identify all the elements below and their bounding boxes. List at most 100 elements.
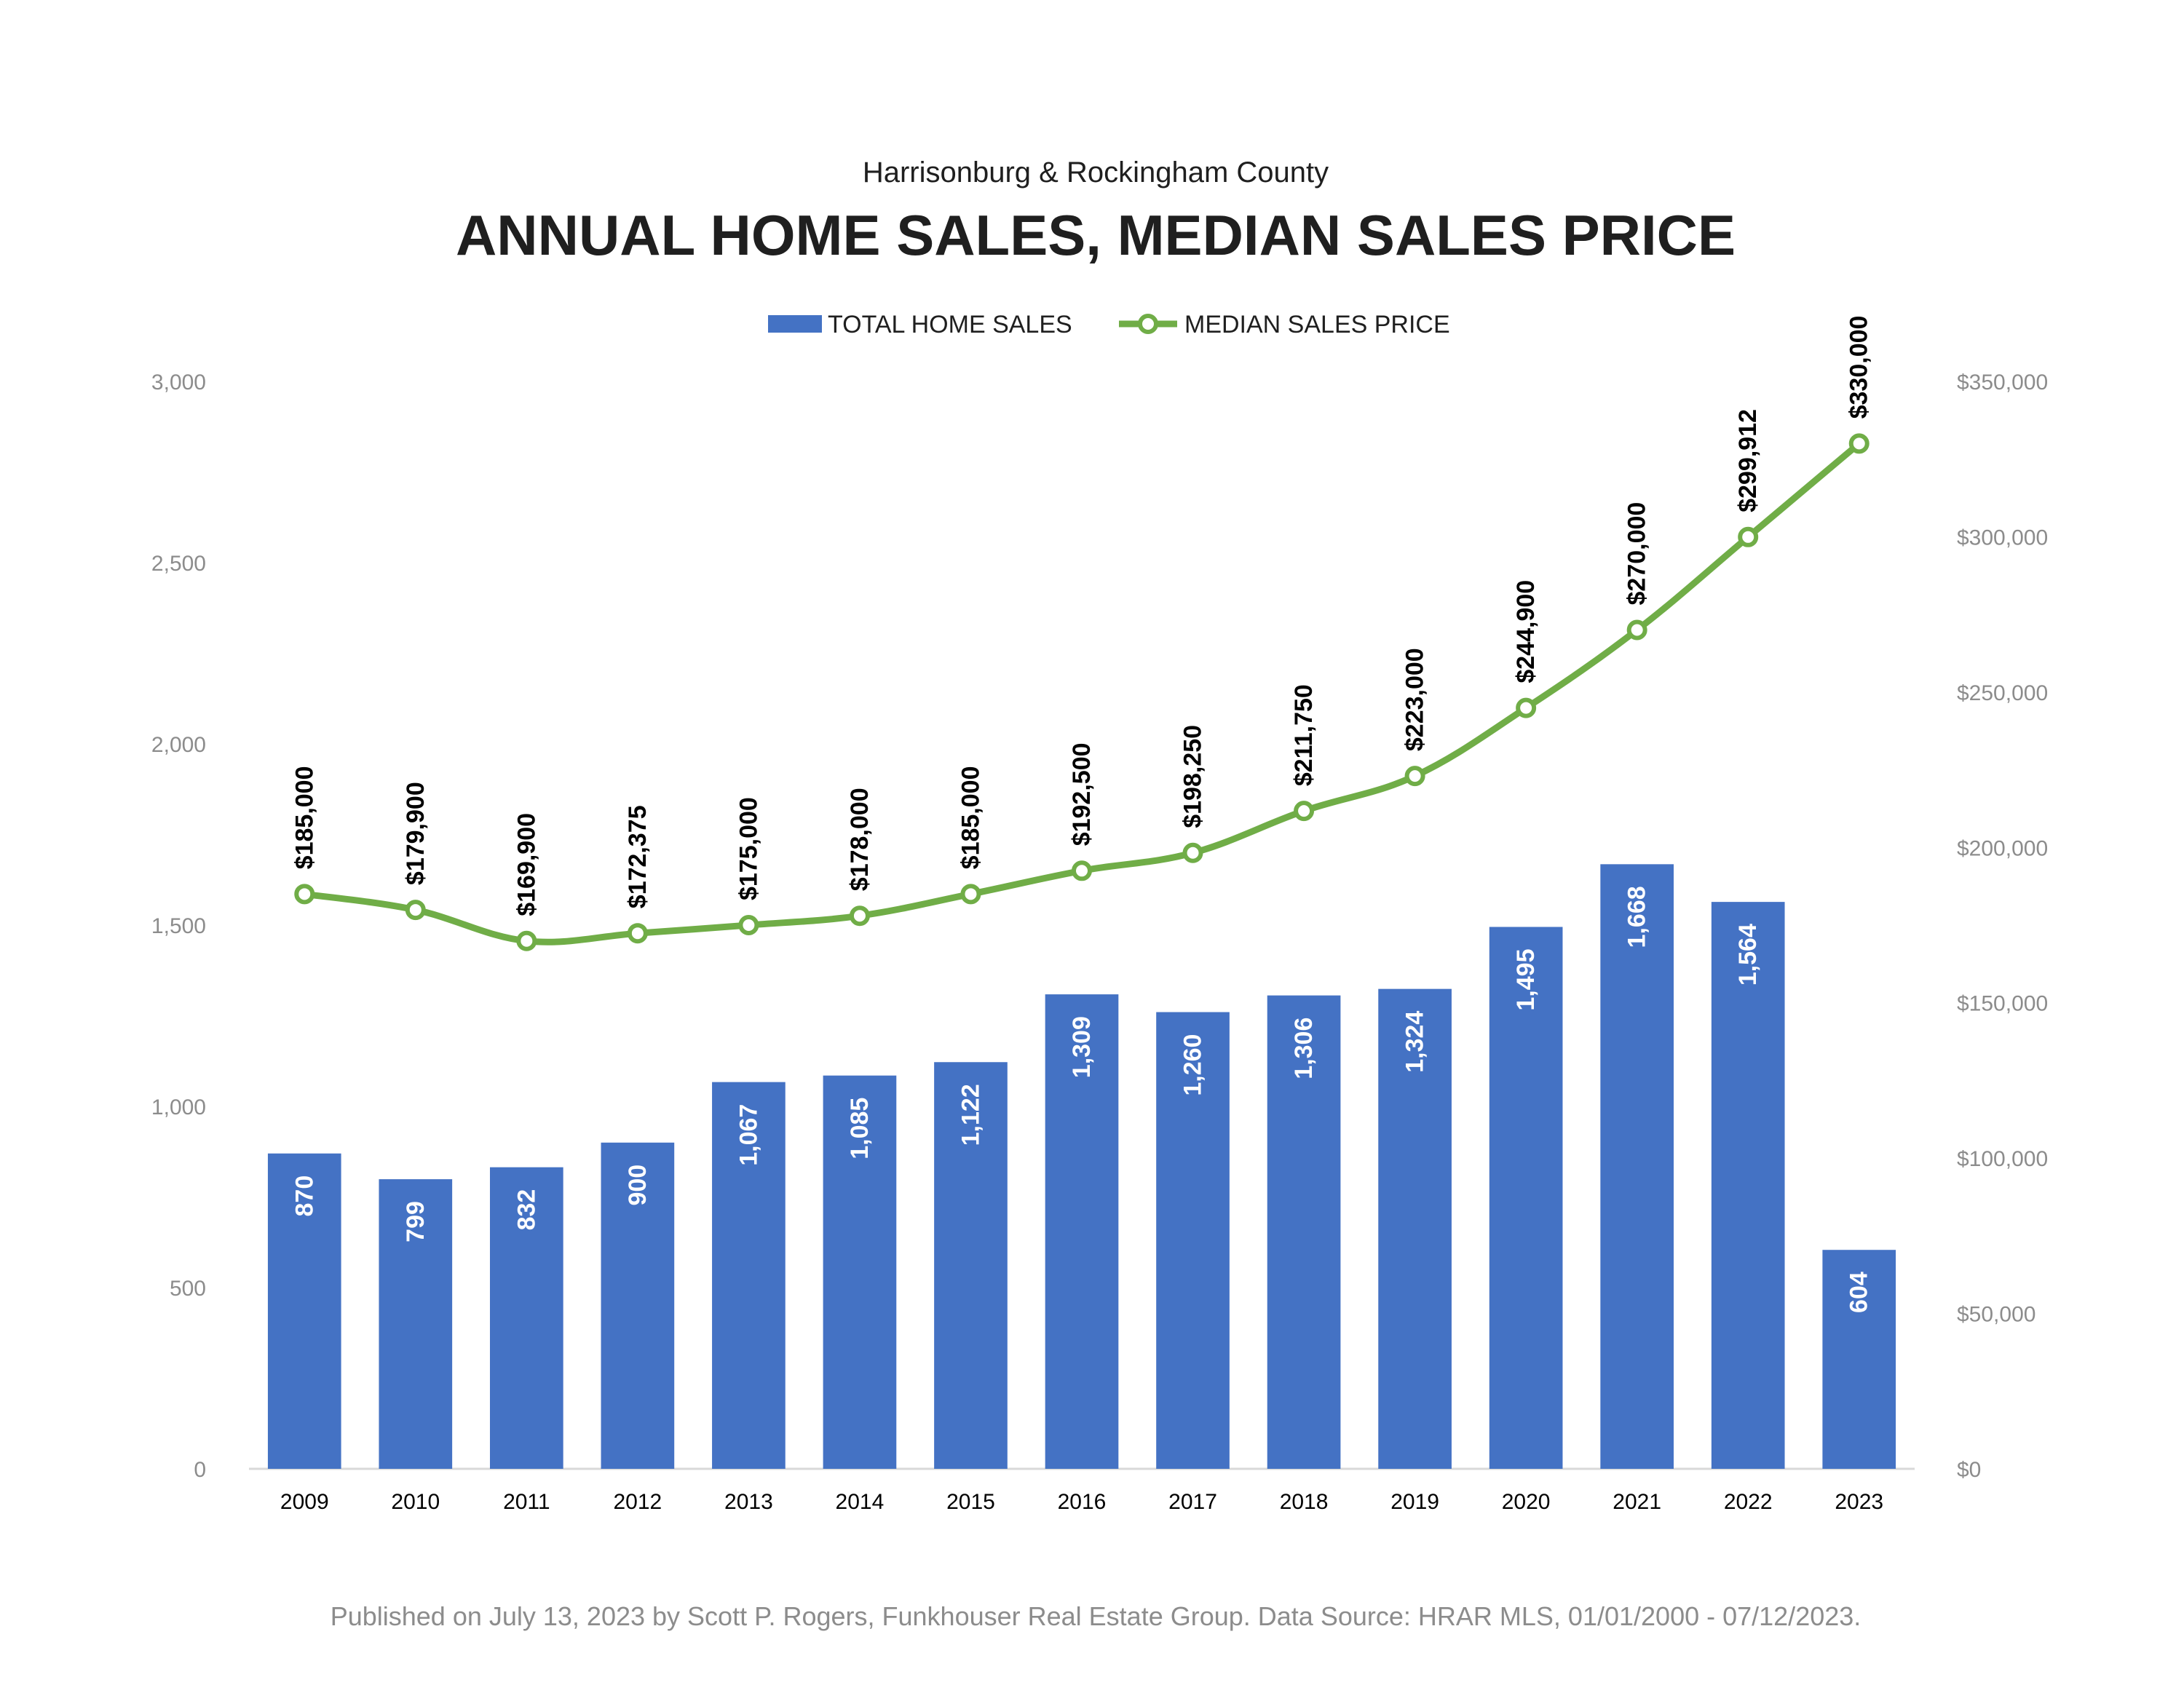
x-axis-tick-label: 2010	[391, 1490, 440, 1514]
line-data-label: $192,500	[1068, 742, 1096, 846]
x-axis-tick-label: 2018	[1280, 1490, 1329, 1514]
right-axis-tick-label: $300,000	[1957, 526, 2048, 550]
line-point	[849, 905, 870, 927]
bar-data-label: 1,260	[1179, 1034, 1207, 1096]
bar	[1156, 1012, 1230, 1469]
left-axis-tick-label: 2,500	[151, 552, 206, 576]
x-axis-tick-label: 2015	[946, 1490, 995, 1514]
line-data-label: $270,000	[1623, 502, 1651, 606]
line-point	[1848, 433, 1870, 454]
bar-data-label: 870	[290, 1175, 318, 1217]
bar-data-label: 1,067	[735, 1104, 762, 1166]
line-data-label: $169,900	[513, 813, 540, 916]
bar	[1822, 1250, 1896, 1469]
bar	[1600, 864, 1674, 1469]
bar-data-label: 799	[402, 1201, 430, 1242]
right-axis-tick-label: $200,000	[1957, 836, 2048, 860]
left-axis-tick-label: 2,000	[151, 733, 206, 757]
chart-title: ANNUAL HOME SALES, MEDIAN SALES PRICE	[456, 203, 1736, 267]
bar	[712, 1082, 786, 1469]
x-axis-tick-label: 2020	[1502, 1490, 1551, 1514]
line-data-label: $172,375	[624, 805, 652, 908]
line-data-label: $185,000	[290, 766, 318, 870]
bar	[267, 1153, 341, 1469]
x-axis-tick-label: 2013	[724, 1490, 773, 1514]
line-data-label: $198,250	[1179, 725, 1207, 828]
footer-note: Published on July 13, 2023 by Scott P. R…	[331, 1601, 1861, 1631]
line-point	[1294, 801, 1315, 822]
left-axis-tick-label: 3,000	[151, 370, 206, 395]
bar	[1045, 994, 1119, 1469]
right-axis: $0 $50,000 $100,000 $150,000 $200,000 $250,00…	[1957, 370, 2048, 1482]
line-data-label: $178,000	[846, 788, 874, 891]
line-point	[960, 884, 981, 905]
bar-data-label: 1,668	[1623, 886, 1651, 948]
line-point	[1182, 842, 1203, 863]
line-data-label: $223,000	[1401, 648, 1429, 751]
legend-bar-swatch	[768, 315, 822, 333]
line-point	[1404, 766, 1425, 787]
bar	[601, 1142, 675, 1469]
x-axis: 2009 2010 2011 2012 2013 2014 2015 2016 2017 2018…	[280, 1490, 1883, 1514]
line-point	[405, 900, 426, 921]
bar-data-label: 1,495	[1512, 948, 1540, 1010]
x-axis-tick-label: 2012	[613, 1490, 662, 1514]
line-point	[1626, 619, 1647, 641]
x-axis-tick-label: 2011	[503, 1490, 550, 1514]
bar-data-label: 1,324	[1401, 1011, 1429, 1073]
line-point	[516, 930, 537, 951]
bar	[489, 1167, 563, 1469]
left-axis-tick-label: 1,000	[151, 1095, 206, 1119]
bar-data-label: 1,306	[1290, 1018, 1318, 1079]
right-axis-tick-label: $350,000	[1957, 370, 2048, 395]
right-axis-tick-label: $50,000	[1957, 1303, 2035, 1327]
left-axis-tick-label: 1,500	[151, 914, 206, 938]
right-axis-tick-label: $100,000	[1957, 1147, 2048, 1171]
line-data-label: $179,900	[402, 782, 430, 885]
x-axis-tick-label: 2022	[1724, 1490, 1773, 1514]
bar	[1267, 995, 1341, 1469]
line-data-label: $211,750	[1290, 684, 1318, 786]
bar-data-label: 1,122	[957, 1084, 984, 1146]
line-point	[294, 884, 315, 905]
x-axis-tick-label: 2017	[1168, 1490, 1217, 1514]
x-axis-tick-label: 2019	[1390, 1490, 1439, 1514]
legend-bar-label: TOTAL HOME SALES	[828, 311, 1072, 338]
bar	[1711, 902, 1785, 1469]
bar	[1489, 927, 1563, 1469]
bar	[1378, 988, 1452, 1469]
line-series: $185,000 $179,900 $169,900 $172,375 $175,000…	[290, 316, 1873, 951]
line-point	[627, 923, 648, 944]
bar-data-label: 1,309	[1068, 1016, 1096, 1078]
x-axis-tick-label: 2023	[1835, 1490, 1883, 1514]
bar-data-label: 1,085	[846, 1098, 874, 1159]
line-data-label: $330,000	[1845, 316, 1873, 419]
right-axis-tick-label: $0	[1957, 1458, 1981, 1482]
chart-subtitle: Harrisonburg & Rockingham County	[863, 156, 1329, 189]
x-axis-tick-label: 2009	[280, 1490, 329, 1514]
x-axis-tick-label: 2014	[836, 1490, 885, 1514]
bar	[934, 1062, 1008, 1469]
line-point	[1516, 697, 1537, 718]
legend-line-label: MEDIAN SALES PRICE	[1184, 311, 1450, 338]
bar-data-label: 832	[513, 1189, 540, 1231]
legend-line-marker	[1138, 314, 1158, 334]
line-point	[738, 915, 759, 935]
x-axis-tick-label: 2016	[1058, 1490, 1107, 1514]
left-axis-tick-label: 500	[170, 1277, 206, 1301]
line-point	[1738, 526, 1759, 547]
right-axis-tick-label: $250,000	[1957, 681, 2048, 705]
bar	[823, 1075, 897, 1469]
line-data-label: $299,912	[1734, 409, 1762, 512]
line-point	[1072, 860, 1092, 881]
bar-data-label: 604	[1845, 1272, 1873, 1313]
line-data-label: $244,900	[1512, 580, 1540, 683]
line-data-label: $185,000	[957, 766, 984, 870]
left-axis: 0 500 1,000 1,500 2,000 2,500 3,000	[151, 370, 206, 1482]
x-axis-tick-label: 2021	[1613, 1490, 1661, 1514]
legend: TOTAL HOME SALES MEDIAN SALES PRICE	[768, 311, 1450, 338]
left-axis-tick-label: 0	[194, 1458, 206, 1482]
bar-series: 870 799 832 900 1,067 1,085 1,122 1,309 1,260 1,3…	[267, 864, 1896, 1469]
median-price-line	[301, 440, 1863, 945]
